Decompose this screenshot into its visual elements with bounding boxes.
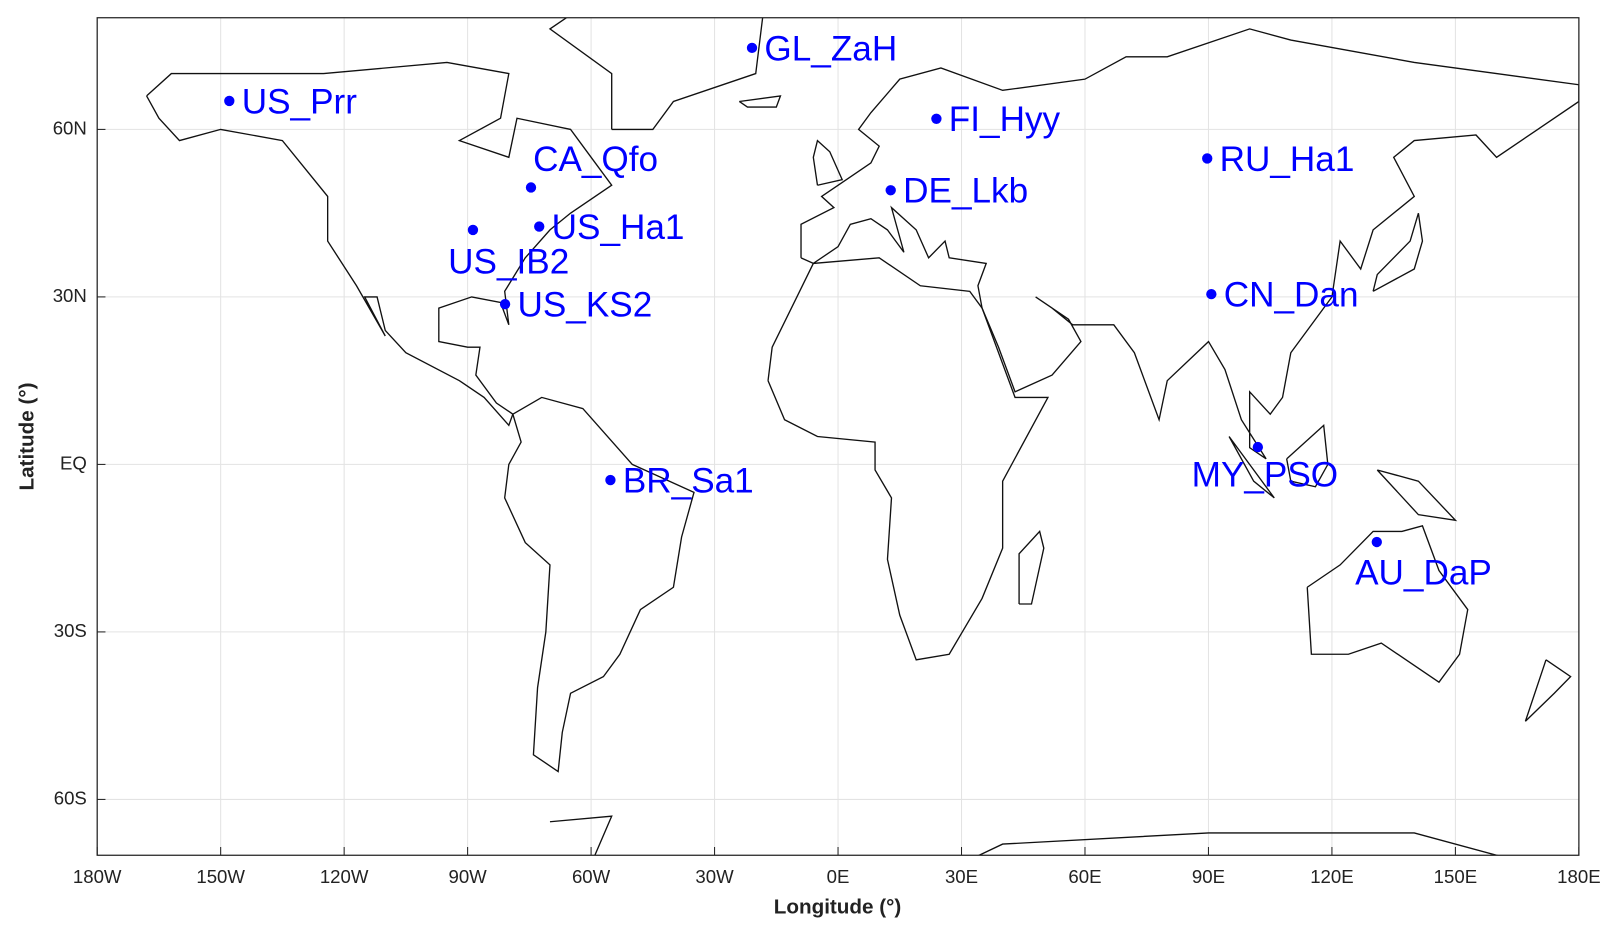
- x-tick-label: 30E: [945, 866, 978, 887]
- site-point: [746, 42, 758, 54]
- site-point: [525, 182, 537, 193]
- x-tick-label: 180W: [73, 866, 122, 887]
- x-tick-label: 90E: [1192, 866, 1225, 887]
- site-label: BR_Sa1: [623, 461, 754, 500]
- coastline: [800, 28, 1579, 460]
- y-tick-label: 60N: [53, 117, 87, 138]
- coastline: [767, 257, 1050, 661]
- coastline: [812, 139, 844, 186]
- coastlines: [146, 17, 1579, 856]
- site-point: [931, 113, 942, 124]
- grid: [96, 17, 1580, 856]
- x-tick-label: 150W: [196, 866, 245, 887]
- site-label: CN_Dan: [1224, 276, 1359, 315]
- coastline: [1306, 525, 1469, 684]
- site-point: [1252, 441, 1264, 453]
- coastline: [1228, 436, 1275, 499]
- site-label: US_IB2: [448, 242, 569, 281]
- coastline: [1372, 212, 1424, 292]
- y-axis-title: Latitude (°): [15, 382, 38, 490]
- y-tick-label: 60S: [54, 787, 87, 808]
- site-label: RU_Ha1: [1220, 140, 1355, 179]
- coastline: [1524, 659, 1572, 722]
- site-point: [224, 95, 235, 107]
- site-point: [605, 474, 616, 486]
- site-label: CA_Qfo: [533, 140, 658, 179]
- site-label: DE_Lkb: [903, 172, 1028, 211]
- site-point: [499, 298, 511, 310]
- y-tick-label: 30S: [54, 620, 87, 641]
- x-tick-label: 120W: [320, 866, 369, 887]
- coastline: [738, 95, 782, 108]
- y-tick-label: 30N: [53, 285, 87, 306]
- site-point: [885, 185, 896, 196]
- x-tick-label: 180E: [1557, 866, 1600, 887]
- coastline: [503, 396, 695, 773]
- site-label: US_Prr: [242, 82, 358, 121]
- site-label: AU_DaP: [1355, 553, 1492, 592]
- site-label: GL_ZaH: [764, 29, 897, 68]
- coastline: [549, 815, 613, 856]
- x-tick-label: 0E: [827, 866, 850, 887]
- x-tick-label: 60E: [1068, 866, 1101, 887]
- coastline: [1376, 469, 1458, 522]
- site-point: [1371, 536, 1382, 548]
- site-label: MY_PSO: [1192, 455, 1338, 494]
- x-tick-label: 150E: [1434, 866, 1477, 887]
- coastline: [977, 832, 1500, 856]
- site-point: [1202, 153, 1213, 164]
- coastline: [548, 17, 764, 131]
- x-tick-label: 90W: [448, 866, 487, 887]
- y-tick-label: EQ: [60, 452, 87, 473]
- x-tick-label: 30W: [695, 866, 734, 887]
- coastline: [1018, 530, 1045, 605]
- x-tick-label: 120E: [1310, 866, 1353, 887]
- coastline: [146, 61, 613, 427]
- site-label: FI_Hyy: [949, 100, 1061, 139]
- x-tick-label: 60W: [572, 866, 611, 887]
- coastline: [1286, 423, 1329, 488]
- site-point: [534, 221, 545, 232]
- site-point: [1206, 288, 1217, 300]
- site-point: [467, 224, 479, 236]
- x-axis-title: Longitude (°): [774, 895, 902, 918]
- site-label: US_KS2: [517, 286, 652, 325]
- site-label: US_Ha1: [552, 208, 685, 247]
